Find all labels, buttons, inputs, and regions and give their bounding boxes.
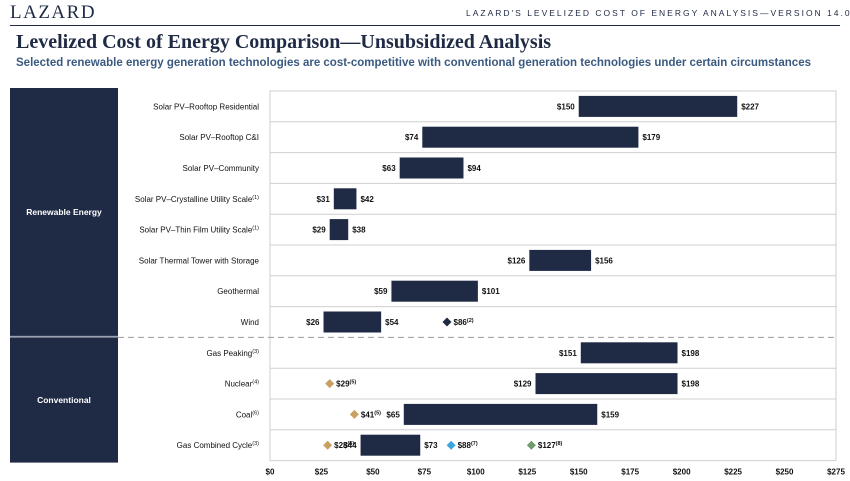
x-tick-label: $250 (776, 468, 794, 477)
high-value-label: $94 (467, 164, 481, 173)
report-label: LAZARD'S LEVELIZED COST OF ENERGY ANALYS… (466, 8, 850, 18)
category-label: Gas Peaking(3) (206, 349, 259, 358)
range-bar (578, 95, 738, 117)
low-value-label: $151 (559, 349, 577, 358)
x-tick-label: $150 (570, 468, 588, 477)
low-value-label: $63 (382, 164, 396, 173)
high-value-label: $198 (682, 349, 700, 358)
range-bar (323, 311, 382, 333)
group-label-0: Renewable Energy (26, 207, 102, 217)
category-label: Solar PV–Crystalline Utility Scale(1) (135, 195, 259, 204)
low-value-label: $44 (343, 441, 357, 450)
low-value-label: $150 (557, 102, 575, 111)
group-panel-1 (10, 337, 118, 463)
header-divider (10, 25, 840, 26)
marker-label: $28(5) (334, 441, 354, 450)
range-bar (333, 188, 357, 210)
high-value-label: $156 (595, 256, 613, 265)
low-value-label: $65 (386, 410, 400, 419)
marker-diamond (323, 440, 333, 450)
x-tick-label: $125 (518, 468, 536, 477)
marker-diamond (325, 379, 335, 389)
marker-label: $127(8) (538, 441, 563, 450)
range-bar (535, 373, 678, 395)
marker-label: $29(5) (336, 380, 356, 389)
category-label: Solar Thermal Tower with Storage (139, 256, 260, 265)
category-label: Solar PV–Community (183, 164, 259, 173)
category-label: Coal(6) (236, 410, 259, 419)
category-label: Gas Combined Cycle(3) (177, 441, 259, 450)
x-tick-label: $75 (418, 468, 432, 477)
low-value-label: $74 (405, 133, 419, 142)
low-value-label: $129 (514, 380, 532, 389)
category-label: Geothermal (217, 287, 259, 296)
x-tick-label: $275 (827, 468, 845, 477)
high-value-label: $101 (482, 287, 500, 296)
low-value-label: $59 (374, 287, 388, 296)
high-value-label: $159 (601, 410, 619, 419)
range-bar (422, 126, 639, 148)
low-value-label: $31 (316, 195, 330, 204)
low-value-label: $26 (306, 318, 320, 327)
high-value-label: $179 (642, 133, 660, 142)
marker-label: $86(2) (454, 318, 474, 327)
x-tick-label: $175 (621, 468, 639, 477)
low-value-label: $126 (508, 256, 526, 265)
high-value-label: $42 (360, 195, 374, 204)
category-label: Wind (241, 318, 259, 327)
category-label: Solar PV–Rooftop Residential (153, 102, 259, 111)
high-value-label: $38 (352, 226, 366, 235)
x-tick-label: $200 (673, 468, 691, 477)
range-bar (399, 157, 464, 179)
marker-diamond (442, 317, 452, 327)
company-logo: LAZARD (10, 2, 97, 23)
high-value-label: $198 (682, 380, 700, 389)
x-tick-label: $50 (366, 468, 380, 477)
page-subtitle: Selected renewable energy generation tec… (16, 57, 811, 69)
high-value-label: $227 (741, 102, 759, 111)
marker-label: $41(5) (361, 410, 381, 419)
category-label: Solar PV–Rooftop C&I (179, 133, 259, 142)
category-label: Nuclear(4) (225, 380, 259, 389)
range-bar (329, 219, 349, 241)
low-value-label: $29 (312, 226, 326, 235)
x-tick-label: $25 (315, 468, 329, 477)
high-value-label: $54 (385, 318, 399, 327)
marker-label: $88(7) (458, 441, 478, 450)
x-tick-label: $100 (467, 468, 485, 477)
x-tick-label: $225 (724, 468, 742, 477)
category-label: Solar PV–Thin Film Utility Scale(1) (139, 226, 259, 235)
marker-diamond (446, 440, 456, 450)
range-bar (360, 434, 421, 456)
range-bar (391, 280, 478, 302)
marker-diamond (526, 440, 536, 450)
group-label-1: Conventional (37, 395, 91, 405)
page-title: Levelized Cost of Energy Comparison—Unsu… (16, 31, 552, 53)
group-panel-0 (10, 88, 118, 336)
range-bar (580, 342, 678, 364)
high-value-label: $73 (424, 441, 438, 450)
range-bar (529, 249, 592, 271)
x-tick-label: $0 (266, 468, 275, 477)
range-bar (403, 403, 598, 425)
marker-diamond (349, 409, 359, 419)
